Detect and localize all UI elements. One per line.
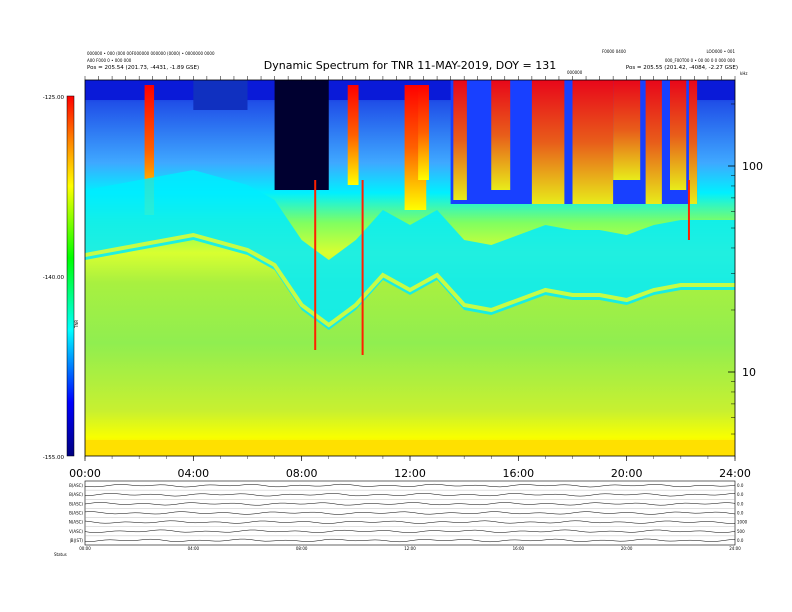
bottom-footer-label: Status [54,552,67,557]
burst-4 [613,80,641,180]
bottom-row-label-6: |B|(ST) [69,538,83,543]
bottom-row-label-2: B(ASC) [69,501,83,506]
bottom-x-tick-label-3: 12:00 [404,546,416,551]
iso-burst-3 [418,85,429,180]
colorbar-label: TNR [74,320,79,329]
plasma-ridge [85,232,735,328]
x-tick-label-1: 04:00 [177,467,209,480]
burst-3 [572,80,614,204]
colorbar: -125.00 -140.00 -155.00 TNR [43,95,79,461]
header-right-line-3: Pos = 205.55 (201.42, -4084, -2.27 GSE) [626,65,738,71]
header-right-line-1: LOO000 • 001 [706,49,735,54]
top-time-ticks [84,76,736,80]
burst-6 [670,80,687,190]
bottom-x-tick-label-2: 08:00 [296,546,308,551]
bottom-row-trace-3 [84,511,736,515]
header-right-line-2: 000_F00T00 0 • 00 00 0 0 000 000 [665,58,736,63]
bottom-yellow-band [85,440,735,456]
bottom-row-trace-6 [84,538,736,543]
header-left-line-3: Pos = 205.54 (201.73, -4431, -1.89 GSE) [87,65,199,71]
bottom-row-label-1: B(ASC) [69,492,83,497]
bottom-row-label-3: B(ASC) [69,511,83,516]
bottom-x-tick-label-0: 00:00 [79,546,91,551]
bottom-row-right-tick-4: 1000 [737,520,748,525]
bottom-x-tick-label-4: 16:00 [513,546,525,551]
bottom-panel-frame [84,480,736,546]
x-tick-label-5: 20:00 [611,467,643,480]
colorbar-tick-bottom: -155.00 [43,455,65,461]
header-left-line-2: A00 F000 0 • 000 000 [87,58,132,63]
chart-title: Dynamic Spectrum for TNR 11-MAY-2019, DO… [264,59,556,72]
spectrogram-panel [85,80,735,456]
dark-region [274,80,329,190]
bottom-x-tick-label-5: 20:00 [621,546,633,551]
x-tick-label-4: 16:00 [502,467,534,480]
bottom-row-right-tick-5: 500 [737,529,745,534]
header-left-line-1: 000000 • 000 (000 00F000000 000000 (0000… [87,51,215,56]
x-tick-label-3: 12:00 [394,467,426,480]
colorbar-tick-mid: -140.00 [43,275,65,281]
iso-burst-1 [347,85,359,185]
burst-2 [531,80,565,204]
burst-5 [645,80,662,204]
spectrogram-features [85,80,735,456]
header-mid-small: 000000 [567,70,583,75]
x-axis-labels: 00:00 04:00 08:00 12:00 16:00 20:00 24:00 [69,456,751,480]
header-left-info: 000000 • 000 (000 00F000000 000000 (0000… [87,51,215,71]
bottom-parameter-panel: Status B(ASC) 0.0 B(ASC) 0.0 B(ASC) 0.0 B(ASC)… [54,480,748,557]
right-tick-label-1: 10 [742,366,756,379]
bottom-row-trace-0 [84,483,736,488]
bottom-row-right-tick-2: 0.0 [737,501,744,506]
bottom-row-label-0: B(ASC) [69,483,83,488]
right-axis-unit: kHz [740,71,747,76]
burst-7 [688,80,698,204]
colorbar-tick-top: -125.00 [43,95,65,101]
colorbar-gradient [66,95,75,457]
bottom-row-trace-1 [84,493,736,497]
x-tick-label-2: 08:00 [286,467,318,480]
cyan-band [85,170,735,330]
burst-1 [491,80,511,190]
burst-0 [453,80,467,200]
bottom-row-label-5: V(ASC) [69,529,83,534]
bottom-row-trace-2 [84,502,736,506]
x-tick-label-0: 00:00 [69,467,101,480]
bottom-row-trace-4 [84,520,735,524]
bottom-row-right-tick-6: 0.0 [737,538,744,543]
header-center-small: F0000 0400 [602,49,626,54]
bottom-x-tick-label-1: 04:00 [188,546,200,551]
bottom-row-label-4: N(ASC) [69,520,84,525]
right-frequency-axis: kHz 100 10 [728,71,763,435]
bottom-row-right-tick-0: 0.0 [737,483,744,488]
dark-region-2 [193,80,248,110]
bottom-x-tick-label-6: 24:00 [729,546,741,551]
iso-burst-0 [144,85,155,215]
bottom-row-trace-5 [84,529,736,533]
header-right-info: LOO000 • 001 000_F00T00 0 • 00 00 0 0 00… [626,49,738,71]
x-tick-label-6: 24:00 [719,467,751,480]
bottom-row-right-tick-1: 0.0 [737,492,744,497]
right-tick-label-0: 100 [742,160,763,173]
bottom-row-right-tick-3: 0.0 [737,511,744,516]
